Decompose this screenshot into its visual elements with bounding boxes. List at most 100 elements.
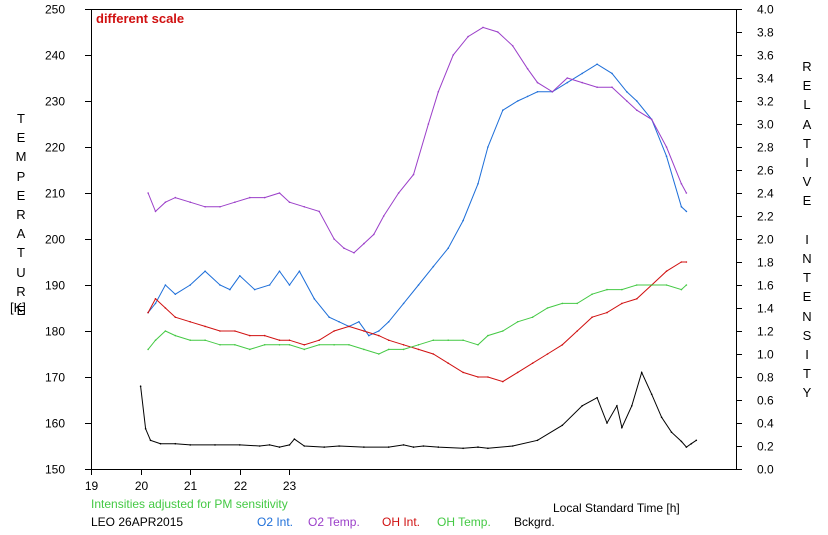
point-o2-int [328, 316, 331, 319]
point-oh-temp [278, 344, 281, 346]
point-o2-temp [581, 81, 583, 84]
point-o2-temp [288, 201, 291, 203]
point-oh-int [447, 362, 450, 365]
point-bckgrd [437, 446, 440, 448]
yright-letter: Y [802, 385, 812, 401]
point-o2-int [417, 284, 420, 286]
y-right-tick-label: 4.0 [757, 3, 774, 17]
point-oh-temp [462, 339, 464, 342]
point-oh-int [516, 371, 519, 374]
point-bckgrd [581, 405, 583, 407]
point-bckgrd [293, 438, 296, 440]
point-o2-int [204, 270, 206, 273]
y-right-tick-label: 1.0 [757, 348, 774, 362]
point-o2-int [516, 100, 519, 102]
point-bckgrd [561, 424, 564, 427]
y-left-tick-label: 200 [45, 233, 65, 247]
point-o2-temp [204, 206, 206, 208]
point-oh-int [387, 339, 390, 342]
point-o2-int [626, 91, 628, 93]
point-o2-int [298, 270, 301, 273]
series-o2-temp [147, 26, 687, 254]
point-o2-int [447, 247, 450, 249]
point-bckgrd [606, 422, 608, 424]
point-bckgrd [616, 405, 618, 407]
yright-letter [797, 211, 817, 230]
point-o2-temp [363, 242, 365, 245]
point-oh-int [378, 334, 380, 337]
point-o2-int [278, 270, 281, 273]
point-oh-int [561, 344, 564, 346]
point-oh-int [219, 330, 221, 332]
point-oh-temp [636, 284, 638, 286]
y-right-tick-label: 2.8 [757, 141, 774, 155]
y-right-tick-label: 0.6 [757, 394, 774, 408]
point-oh-int [487, 376, 489, 378]
point-bckgrd [631, 405, 633, 407]
point-bckgrd [189, 444, 191, 446]
yleft-letter: T [17, 111, 25, 126]
point-o2-int [611, 72, 613, 75]
point-oh-int [417, 348, 420, 351]
point-o2-int [487, 146, 489, 148]
yright-letter: T [803, 270, 811, 286]
y-right-tick-label: 3.6 [757, 49, 774, 63]
point-oh-int [249, 334, 251, 337]
point-oh-temp [363, 348, 365, 351]
y-right-tick-label: 1.2 [757, 325, 774, 339]
point-o2-temp [373, 233, 375, 236]
point-oh-int [531, 362, 534, 365]
point-o2-temp [303, 206, 306, 208]
point-o2-temp [626, 100, 628, 102]
point-o2-int [253, 288, 256, 291]
yright-letter: E [802, 289, 812, 305]
point-oh-int [204, 325, 206, 328]
point-bckgrd [511, 445, 514, 447]
point-oh-int [591, 316, 593, 319]
y-right-tick-label: 0.8 [757, 371, 774, 385]
point-o2-temp [437, 91, 440, 93]
point-oh-int [402, 344, 405, 346]
x-tick-label: 22 [234, 479, 248, 493]
point-o2-int [432, 265, 435, 268]
point-bckgrd [278, 446, 281, 448]
point-o2-int [502, 109, 504, 111]
y-left-tick-label: 220 [45, 141, 65, 155]
point-oh-temp [303, 348, 306, 351]
point-oh-temp [561, 302, 564, 305]
point-bckgrd [214, 444, 216, 446]
point-bckgrd [412, 446, 415, 448]
point-oh-int [636, 298, 638, 300]
point-o2-int [154, 302, 157, 305]
point-oh-int [576, 330, 578, 332]
point-oh-temp [234, 344, 236, 346]
yleft-letter: E [16, 130, 26, 146]
y-left-tick-label: 210 [45, 187, 65, 201]
point-o2-temp [333, 238, 335, 240]
point-oh-int [477, 376, 479, 378]
point-o2-int [358, 321, 360, 323]
point-bckgrd [288, 444, 291, 446]
y-left-tick-label: 190 [45, 279, 65, 293]
point-bckgrd [685, 446, 688, 448]
x-tick-label: 20 [135, 479, 149, 493]
point-bckgrd [387, 446, 390, 448]
y-right-tick-label: 0.2 [757, 440, 774, 454]
point-bckgrd [323, 446, 326, 448]
x-tick-label: 23 [283, 479, 297, 493]
point-o2-int [581, 72, 583, 75]
point-o2-temp [452, 54, 455, 56]
y-right-tick-label: 1.4 [757, 302, 774, 316]
point-oh-int [278, 339, 281, 342]
point-oh-int [189, 321, 191, 323]
point-oh-int [333, 330, 335, 332]
point-oh-temp [432, 339, 435, 342]
yleft-letter: R [16, 207, 26, 223]
series-oh-int [147, 261, 687, 383]
point-oh-int [665, 270, 668, 273]
point-bckgrd [338, 445, 340, 447]
legend-entry: O2 Int. [257, 515, 294, 529]
y-right-tick-label: 1.8 [757, 256, 774, 270]
point-oh-temp [685, 284, 688, 286]
